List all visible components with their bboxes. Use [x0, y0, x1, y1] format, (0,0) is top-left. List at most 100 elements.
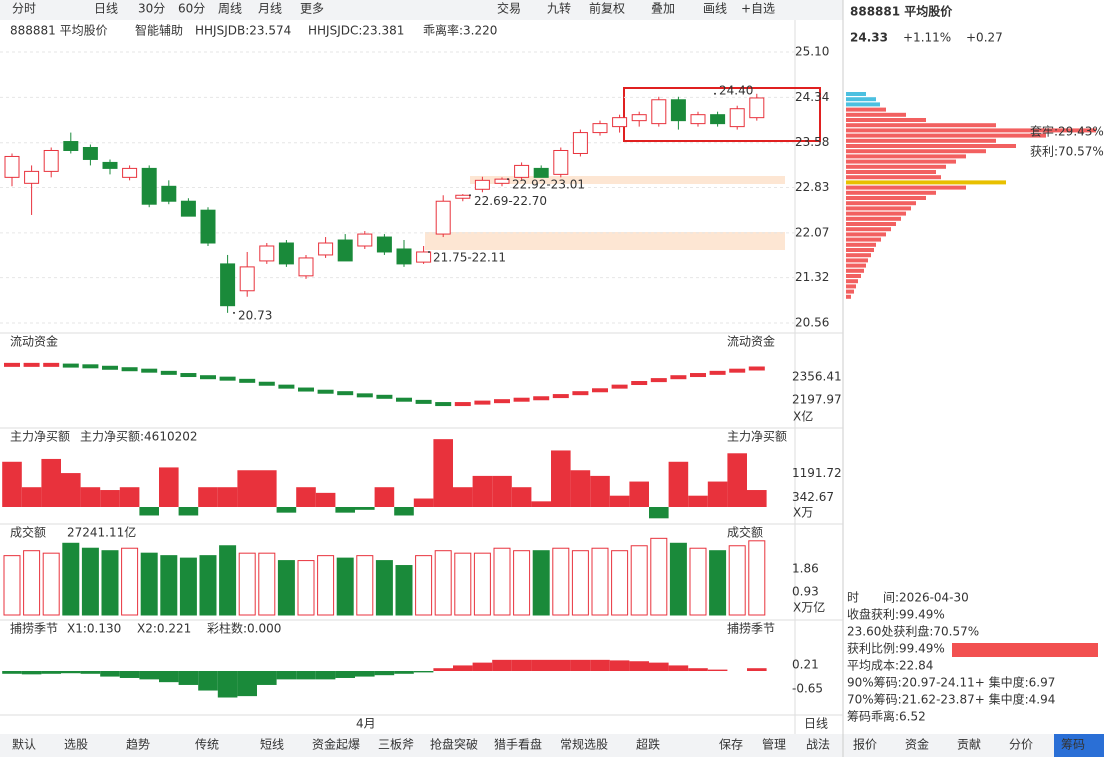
strategy-tab[interactable]: 抢盘突破 [430, 737, 478, 752]
net-bar [198, 487, 218, 507]
annotation: 22.92-23.01 [512, 178, 585, 192]
net-bar [433, 439, 453, 507]
candle-body [690, 114, 706, 125]
chip-info: 筹码乖离:6.52 [847, 709, 926, 724]
volume-bar [454, 552, 472, 616]
y-tick-label: 0.21 [792, 658, 819, 672]
candle-body [122, 167, 138, 178]
side-tab[interactable]: 报价 [853, 737, 877, 752]
tool-button[interactable]: +自选 [741, 2, 775, 16]
chip-bar [846, 274, 861, 278]
tab[interactable]: 分时 [12, 2, 36, 16]
net-bar [531, 501, 551, 507]
side-tab[interactable]: 筹码 [1061, 738, 1085, 752]
candle-body [200, 209, 216, 244]
candle-body [612, 117, 628, 128]
tool-button[interactable]: 画线 [703, 2, 727, 16]
flow-dash [454, 402, 471, 407]
action-button[interactable]: 管理 [762, 737, 786, 752]
volume-bar [317, 555, 335, 616]
indicator-value: HHJSJDB:23.574 [195, 24, 291, 38]
volume-bar [473, 552, 491, 616]
candle-body [729, 108, 745, 128]
season-bar [609, 660, 630, 671]
strategy-tab[interactable]: 猎手看盘 [494, 737, 542, 752]
candle-body [357, 233, 373, 247]
chip-bar [846, 201, 916, 206]
strategy-tab[interactable]: 三板斧 [378, 738, 414, 752]
net-bar [727, 453, 747, 507]
flow-dash [415, 399, 432, 404]
volume-bar [121, 547, 139, 616]
flow-dash [239, 378, 256, 383]
strategy-tab[interactable]: 短线 [260, 738, 284, 752]
volume-bar [650, 537, 668, 616]
net-bar [707, 481, 728, 507]
strategy-tab[interactable]: 默认 [12, 737, 36, 752]
strategy-tab[interactable]: 选股 [64, 738, 88, 752]
y-tick-label: 24.34 [795, 90, 829, 104]
candle-body [455, 194, 471, 199]
panel-value: X2:0.221 [137, 622, 191, 636]
candle-body [141, 167, 157, 205]
strategy-tab[interactable]: 超跌 [636, 737, 660, 752]
tool-button[interactable]: 前复权 [589, 1, 625, 16]
flow-dash [356, 393, 373, 398]
strategy-tab[interactable]: 常规选股 [560, 737, 608, 752]
chip-bar [846, 279, 858, 284]
season-bar [178, 671, 199, 685]
tab[interactable]: 周线 [218, 2, 242, 16]
candle-body [572, 132, 588, 154]
tool-button[interactable]: 九转 [547, 1, 571, 16]
action-button[interactable]: 战法 [806, 738, 830, 752]
annotation-point [714, 92, 716, 95]
panel-title: 成交额 [727, 525, 763, 540]
chip-bar [846, 211, 906, 216]
annotation-point [233, 311, 235, 314]
indicator-name: 智能辅助 [135, 23, 183, 38]
net-bar [296, 487, 316, 507]
y-tick-label: 22.83 [795, 180, 829, 194]
strategy-tab[interactable]: 传统 [195, 737, 219, 752]
panel-value: 27241.11亿 [67, 525, 136, 540]
tab[interactable]: 更多 [300, 2, 324, 16]
y-tick-label: 25.10 [795, 45, 829, 59]
tab[interactable]: 月线 [258, 2, 282, 16]
net-bar [649, 507, 669, 519]
chip-bar [846, 144, 1016, 148]
season-bar [119, 671, 140, 678]
volume-bar [493, 547, 511, 616]
net-bar [492, 475, 512, 507]
strategy-tab[interactable]: 资金起爆 [312, 737, 360, 752]
action-button[interactable]: 保存 [719, 738, 743, 752]
strategy-tab[interactable]: 趋势 [126, 738, 150, 752]
volume-bar [571, 550, 589, 616]
season-bar [296, 671, 316, 680]
flow-dash [200, 375, 216, 380]
net-bar [609, 495, 630, 507]
chip-bar [846, 263, 866, 268]
tool-button[interactable]: 交易 [497, 1, 521, 16]
season-bar [159, 671, 179, 683]
panel-title: 主力净买额 [727, 430, 787, 444]
tool-button[interactable]: 叠加 [651, 2, 675, 16]
season-bar [472, 662, 493, 671]
candle-body [337, 239, 353, 262]
side-tab[interactable]: 资金 [905, 737, 929, 752]
chip-bar [846, 138, 996, 143]
season-bar [590, 659, 610, 671]
side-tab[interactable]: 分价 [1009, 738, 1033, 752]
indicator-value: 乖离率:3.220 [423, 23, 497, 38]
tab[interactable]: 日线 [94, 2, 118, 16]
annotation: 20.73 [238, 308, 272, 322]
season-bar [80, 671, 101, 674]
tab[interactable]: 60分 [178, 2, 205, 16]
flow-dash [43, 362, 60, 367]
tab[interactable]: 30分 [138, 2, 165, 16]
y-tick-label: 1.86 [792, 562, 819, 576]
side-tab[interactable]: 贡献 [957, 737, 981, 752]
stock-code: 888881 平均股价 [10, 24, 108, 38]
flow-dash [709, 370, 726, 375]
net-bar [688, 495, 708, 507]
candle-body [161, 185, 177, 202]
